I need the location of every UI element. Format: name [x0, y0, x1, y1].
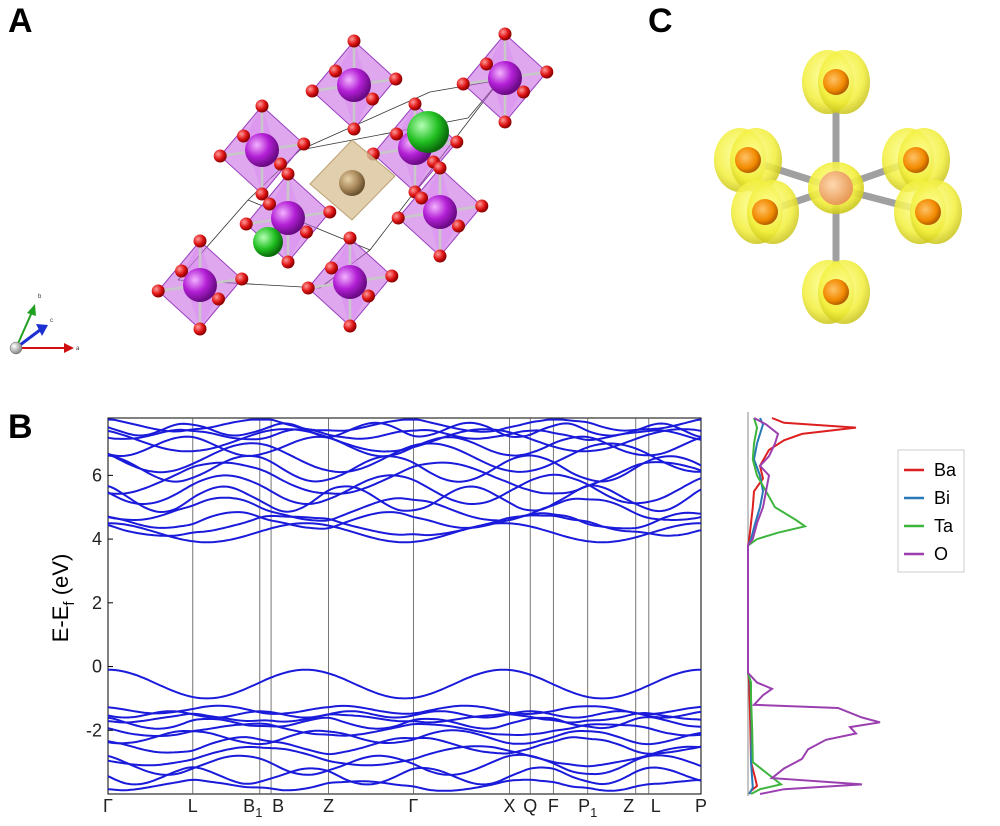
panel-label-a: A: [8, 2, 33, 40]
band-line: [107, 511, 702, 530]
ta-center-atom: [819, 171, 853, 205]
legend-label: O: [934, 544, 948, 564]
charge-lobe: [882, 128, 950, 192]
band-line: [107, 778, 702, 792]
kpoint-label: Γ: [103, 796, 113, 816]
dos-line-ta: [747, 417, 808, 795]
legend-label: Bi: [934, 488, 950, 508]
dos-line-ba: [747, 417, 857, 795]
axis-letter-a: a: [76, 346, 80, 352]
band-line: [107, 736, 702, 756]
band-line: [107, 704, 702, 716]
band-line: [107, 421, 702, 439]
panel-label-c: C: [648, 2, 673, 40]
charge-lobe: [802, 260, 870, 324]
kpoint-label: Γ: [408, 796, 418, 816]
y-axis-title: E-Ef (eV): [48, 554, 78, 643]
charge-lobe: [802, 50, 870, 114]
kpoint-label: F: [548, 796, 559, 816]
dos-plot: [747, 412, 881, 796]
y-tick-label: 2: [92, 593, 102, 613]
kpoint-label: L: [651, 796, 661, 816]
band-line: [107, 766, 702, 786]
dos-legend: Ba Bi Ta O: [897, 449, 965, 573]
band-plot-frame: [107, 417, 702, 795]
band-lines: [107, 418, 702, 792]
band-line: [108, 522, 701, 544]
charge-lobe: [894, 180, 962, 244]
bi-octahedron: [309, 139, 396, 221]
band-line: [107, 514, 702, 537]
charge-density-octahedron: [714, 50, 962, 324]
band-line: [107, 711, 702, 724]
kpoint-label: B1: [243, 796, 262, 820]
kpoint-label: L: [188, 796, 198, 816]
crystal-structure: [151, 27, 554, 336]
band-line: [107, 668, 702, 700]
kpoint-label: P: [695, 796, 707, 816]
charge-lobe: [714, 128, 782, 192]
axis-letter-b: b: [38, 294, 42, 300]
kpoint-label: Z: [623, 796, 634, 816]
y-tick-label: 0: [92, 657, 102, 677]
kpoint-label: Z: [323, 796, 334, 816]
band-line: [107, 435, 702, 458]
octahedron-oct-8: [301, 231, 399, 333]
dos-line-o: [747, 417, 881, 795]
octahedron-oct-3: [213, 99, 311, 201]
band-line: [107, 442, 701, 474]
band-line: [107, 722, 702, 737]
axis-letter-c: c: [50, 318, 53, 324]
band-line: [107, 716, 702, 730]
y-tick-label: -2: [86, 720, 102, 740]
axis-indicator: a b c: [9, 294, 80, 355]
ba-atom-1: [407, 111, 449, 153]
octahedron-oct-1: [305, 34, 403, 136]
ba-atom-2: [253, 227, 283, 257]
octahedron-oct-2: [456, 27, 554, 129]
octahedron-oct-6: [391, 161, 489, 263]
band-line: [107, 729, 702, 746]
band-line: [107, 710, 702, 719]
octahedron-oct-7: [151, 234, 249, 336]
band-line: [107, 496, 702, 522]
band-line: [107, 484, 702, 514]
y-tick-label: 4: [92, 529, 102, 549]
band-line: [107, 428, 702, 442]
legend-label: Ta: [934, 516, 954, 536]
panel-label-b: B: [8, 408, 33, 446]
charge-lobe: [731, 180, 799, 244]
kpoint-label: X: [503, 796, 515, 816]
band-line: [107, 473, 702, 505]
band-line: [107, 461, 702, 495]
band-line: [107, 753, 702, 776]
y-tick-label: 6: [92, 465, 102, 485]
kpoint-label: Q: [523, 796, 537, 816]
legend-label: Ba: [934, 460, 957, 480]
kpoint-label: P1: [578, 796, 597, 820]
kpoint-label: B: [272, 796, 284, 816]
